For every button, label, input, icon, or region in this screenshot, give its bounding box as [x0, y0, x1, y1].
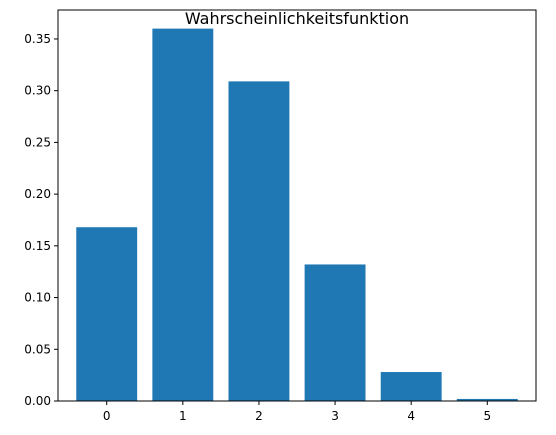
- bar-5: [456, 398, 518, 401]
- x-tick-label: 0: [103, 409, 111, 423]
- bar-4: [380, 372, 442, 401]
- chart-title: Wahrscheinlichkeitsfunktion: [185, 9, 409, 28]
- x-tick-label: 2: [255, 409, 263, 423]
- bar-1: [152, 28, 214, 401]
- y-tick-label: 0.10: [24, 291, 51, 305]
- y-tick-label: 0.05: [24, 342, 51, 356]
- plot-frame: [57, 9, 537, 402]
- x-axis: 0 1 2 3 4 5: [103, 401, 491, 423]
- y-tick-label: 0.15: [24, 239, 51, 253]
- y-tick-label: 0.30: [24, 84, 51, 98]
- x-tick-label: 1: [179, 409, 187, 423]
- y-axis: 0.00 0.05 0.10 0.15 0.20 0.25 0.30 0.35: [24, 32, 58, 408]
- y-tick-label: 0.00: [24, 394, 51, 408]
- x-tick-label: 5: [483, 409, 491, 423]
- y-tick-label: 0.35: [24, 32, 51, 46]
- bar-0: [76, 227, 138, 401]
- x-tick-label: 4: [407, 409, 415, 423]
- y-tick-label: 0.20: [24, 187, 51, 201]
- bar-2: [228, 81, 290, 401]
- bars-group: [76, 28, 518, 401]
- x-tick-label: 3: [331, 409, 339, 423]
- bar-3: [304, 264, 366, 401]
- y-tick-label: 0.25: [24, 135, 51, 149]
